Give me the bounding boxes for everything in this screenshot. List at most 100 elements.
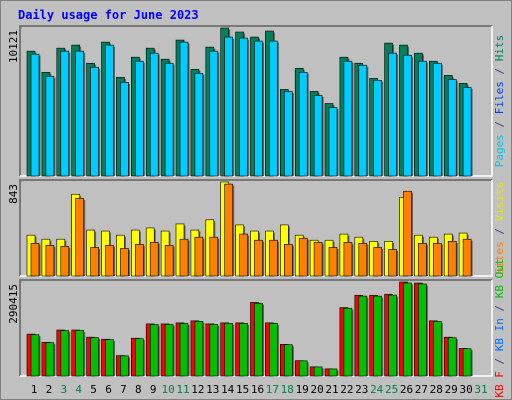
bar bbox=[313, 95, 323, 177]
bar bbox=[239, 37, 248, 177]
bar bbox=[209, 50, 219, 177]
x-tick-label: 27 bbox=[415, 383, 428, 396]
x-tick-label: 21 bbox=[325, 383, 338, 396]
bar bbox=[120, 82, 129, 177]
y-tick-label: 10121 bbox=[7, 30, 20, 63]
x-tick-label: 11 bbox=[176, 383, 189, 396]
x-tick-label: 16 bbox=[251, 383, 264, 396]
bar bbox=[120, 355, 129, 377]
bar bbox=[462, 238, 472, 277]
legend-separator: / bbox=[493, 298, 506, 318]
bar bbox=[373, 295, 383, 377]
bar bbox=[149, 242, 159, 277]
bar bbox=[194, 236, 204, 277]
bar bbox=[298, 237, 308, 277]
bar bbox=[388, 294, 397, 377]
x-tick-label: 31 bbox=[474, 383, 487, 396]
bar bbox=[373, 247, 383, 277]
x-tick-label: 4 bbox=[75, 383, 82, 396]
legend-item: KB F bbox=[493, 371, 506, 398]
bar bbox=[75, 50, 84, 177]
panel-bevel-dark bbox=[19, 179, 492, 276]
x-tick-label: 20 bbox=[310, 383, 323, 396]
bar bbox=[224, 183, 233, 277]
bar bbox=[313, 366, 323, 377]
bar bbox=[75, 330, 84, 377]
bar bbox=[432, 243, 442, 277]
x-tick-label: 17 bbox=[266, 383, 279, 396]
bar bbox=[239, 233, 248, 277]
bar bbox=[179, 323, 189, 377]
bar bbox=[30, 334, 40, 377]
bar bbox=[224, 323, 233, 377]
bar bbox=[254, 239, 263, 277]
x-tick-label: 26 bbox=[400, 383, 413, 396]
x-tick-label: 5 bbox=[90, 383, 97, 396]
x-tick-label: 30 bbox=[459, 383, 472, 396]
bar bbox=[164, 62, 174, 177]
bar bbox=[418, 243, 427, 277]
bar bbox=[149, 52, 159, 177]
bar bbox=[239, 323, 248, 377]
bar bbox=[269, 239, 278, 277]
legend-separator: / bbox=[493, 221, 506, 241]
bar bbox=[328, 107, 338, 177]
bar bbox=[328, 368, 338, 377]
x-tick-label: 7 bbox=[120, 383, 127, 396]
bar bbox=[388, 249, 397, 277]
x-tick-label: 29 bbox=[445, 383, 458, 396]
bar bbox=[209, 236, 219, 277]
bar bbox=[209, 324, 219, 377]
bar bbox=[105, 245, 114, 277]
bar bbox=[60, 330, 70, 377]
bar bbox=[432, 62, 442, 177]
x-tick-label: 6 bbox=[105, 383, 112, 396]
legend-item: Sites bbox=[493, 241, 506, 274]
legend-item: Pages bbox=[493, 134, 506, 167]
bar bbox=[418, 60, 427, 177]
panel-bevel-dark bbox=[19, 279, 492, 376]
bar bbox=[418, 283, 427, 377]
bar bbox=[45, 342, 55, 377]
bar bbox=[179, 41, 189, 177]
bar bbox=[164, 324, 174, 377]
bar bbox=[105, 339, 114, 377]
bar bbox=[194, 321, 204, 377]
bar bbox=[403, 282, 412, 377]
bar bbox=[90, 247, 99, 277]
bar bbox=[179, 238, 189, 277]
legend-separator: / bbox=[493, 351, 506, 371]
bar bbox=[135, 338, 144, 377]
chart-title: Daily usage for June 2023 bbox=[18, 8, 199, 22]
bar bbox=[90, 337, 99, 377]
bar bbox=[269, 323, 278, 377]
bar bbox=[358, 295, 368, 377]
bar bbox=[283, 91, 293, 177]
x-tick-label: 28 bbox=[430, 383, 443, 396]
x-tick-label: 19 bbox=[296, 383, 309, 396]
x-tick-label: 18 bbox=[281, 383, 294, 396]
bar bbox=[358, 243, 368, 277]
x-tick-label: 15 bbox=[236, 383, 249, 396]
bar bbox=[254, 40, 263, 177]
x-tick-label: 25 bbox=[385, 383, 398, 396]
bar bbox=[403, 54, 412, 177]
legend-item: Hits bbox=[493, 35, 506, 62]
bar bbox=[343, 242, 353, 277]
bar bbox=[194, 73, 204, 177]
bar bbox=[105, 44, 114, 177]
bar bbox=[164, 245, 174, 277]
bar bbox=[343, 307, 353, 377]
bar bbox=[358, 64, 368, 177]
bar bbox=[90, 66, 99, 177]
legend-separator: / bbox=[493, 61, 506, 81]
bar bbox=[60, 50, 70, 177]
bar bbox=[45, 76, 55, 177]
bar bbox=[313, 242, 323, 277]
legend: Pages / Files / Hits bbox=[493, 35, 506, 168]
legend-item: KB In bbox=[493, 318, 506, 351]
x-tick-label: 1 bbox=[31, 383, 38, 396]
bar bbox=[298, 360, 308, 377]
bar bbox=[75, 198, 84, 277]
bar bbox=[283, 344, 293, 377]
